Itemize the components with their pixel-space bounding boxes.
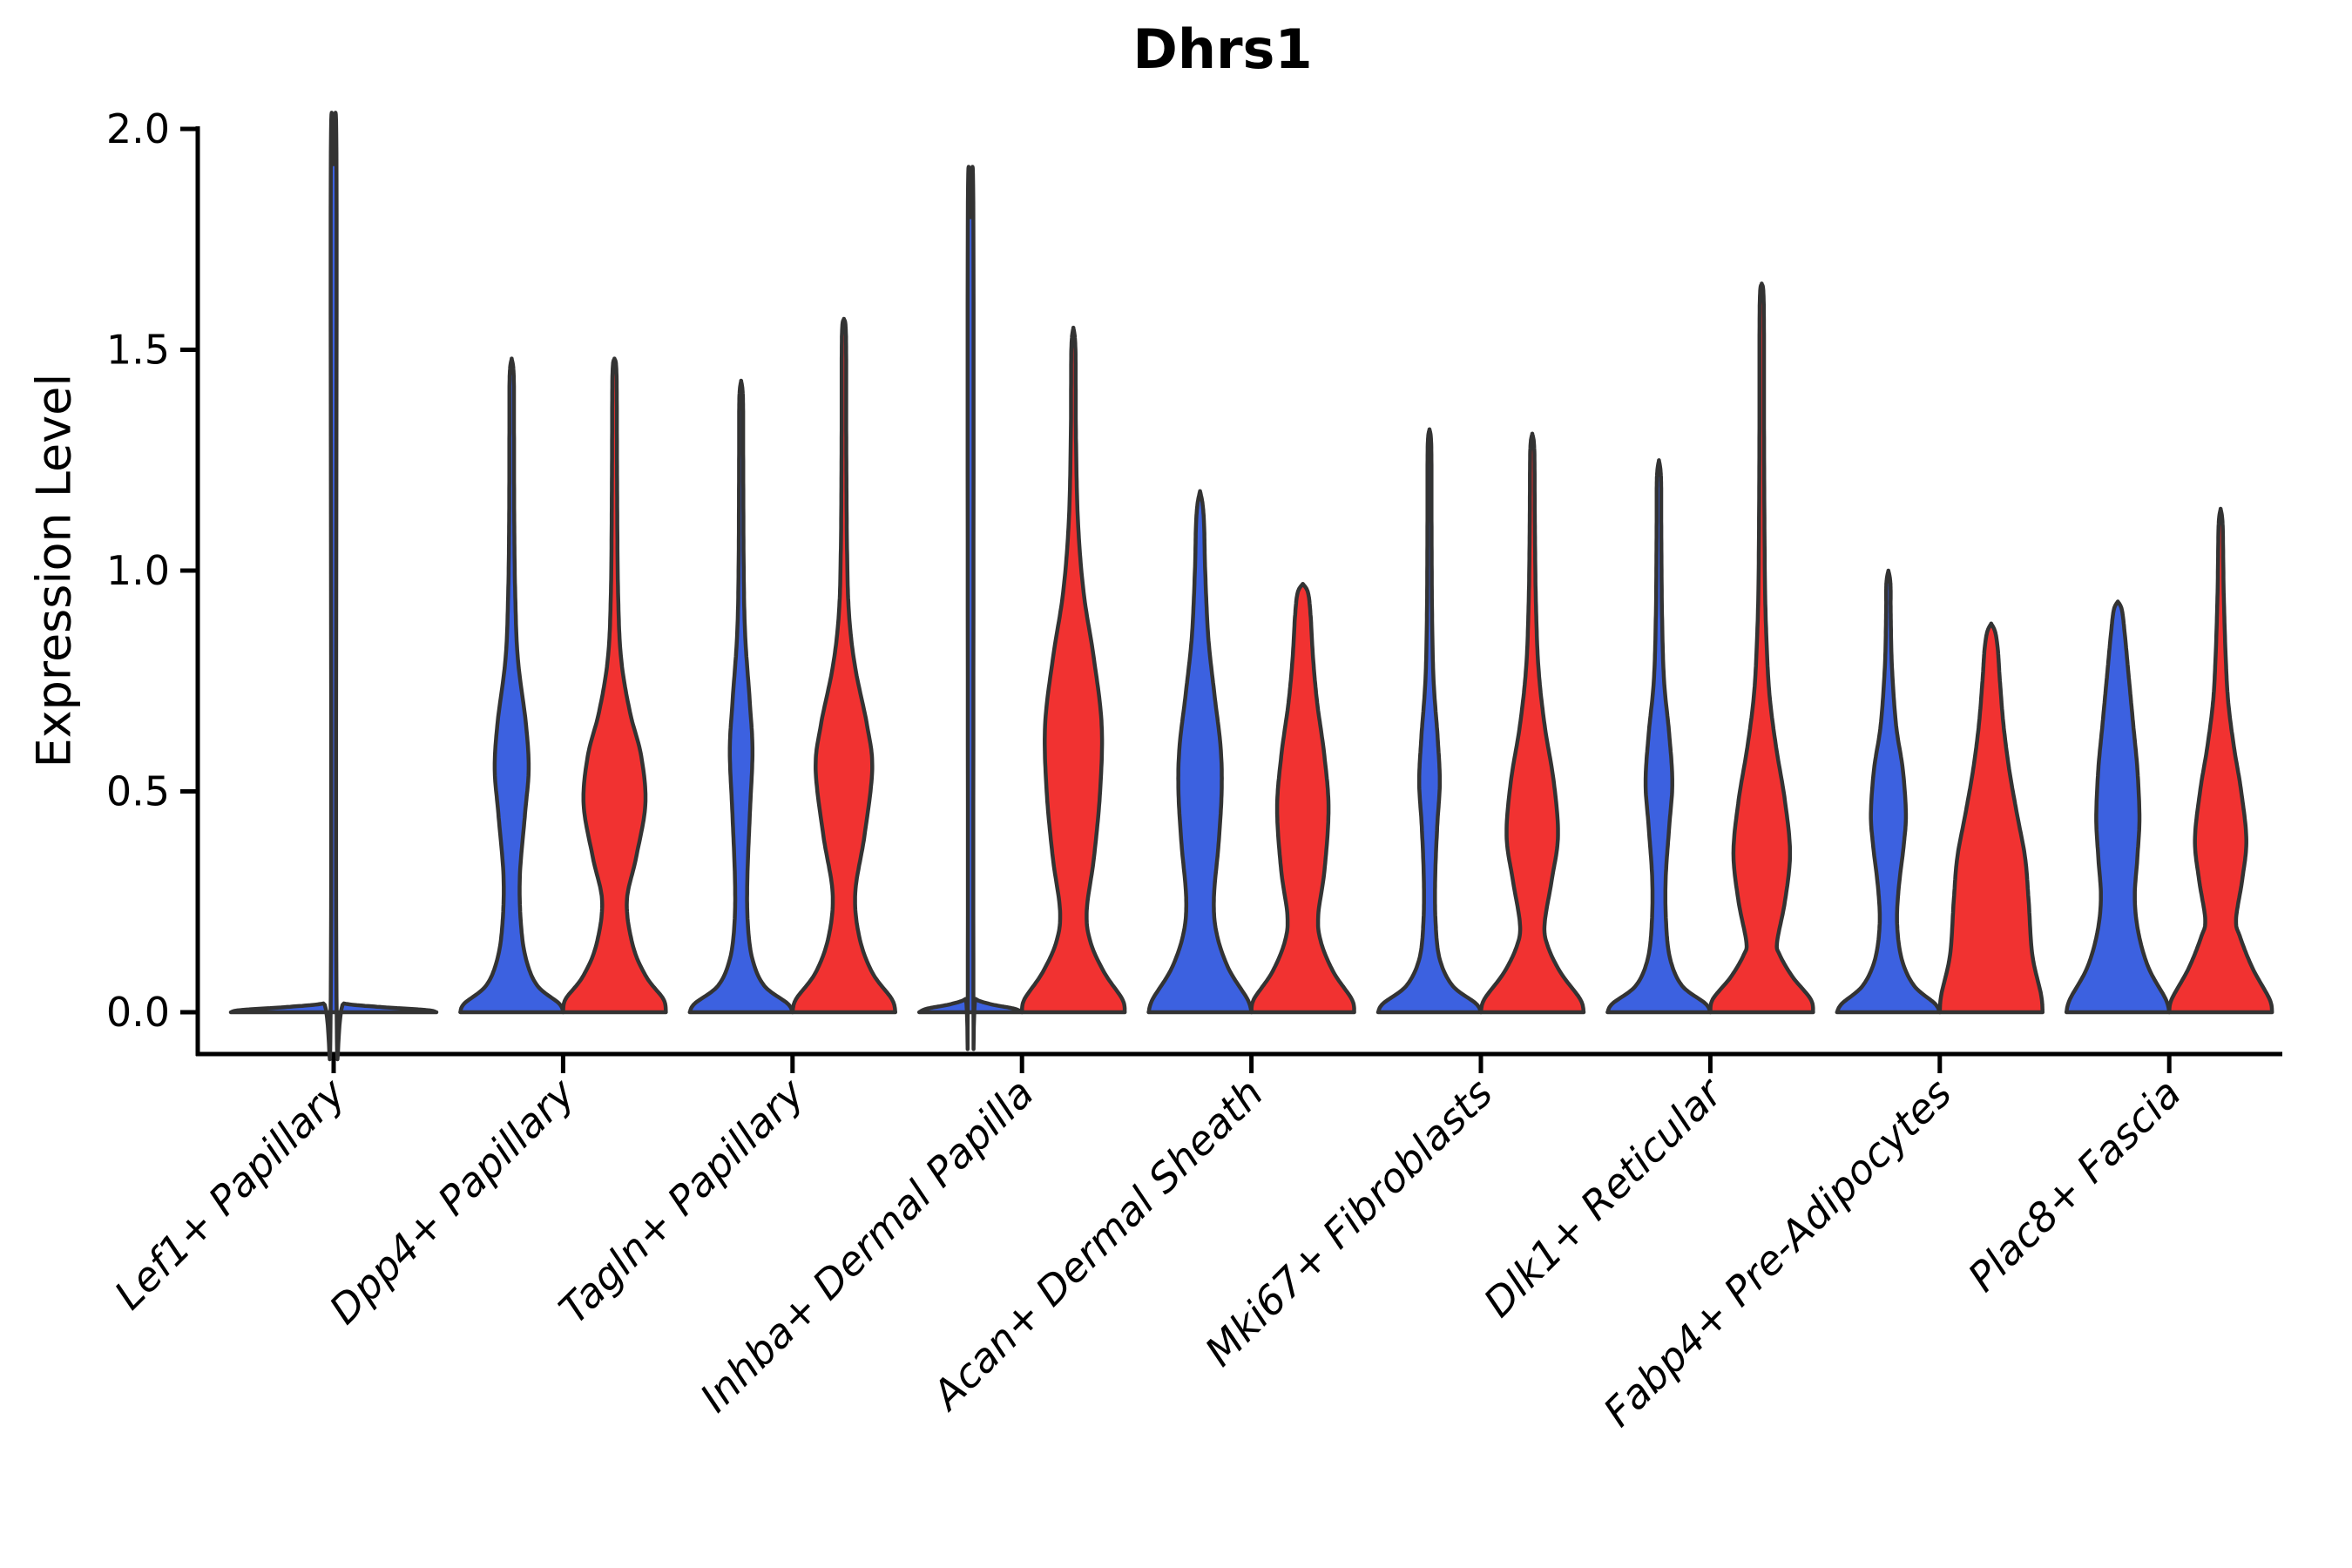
violin-dlk1-reticular-blue <box>1605 458 1713 1015</box>
violin-plac8-fascia-blue <box>2064 599 2172 1015</box>
violin-tagln-papillary-blue <box>687 378 795 1015</box>
chart-title: Dhrs1 <box>1132 17 1313 81</box>
y-tick-label: 1.0 <box>106 547 170 594</box>
violin-mki67-fibroblasts-red <box>1478 431 1586 1015</box>
x-category-label: Dpp4+ Papillary <box>321 1069 585 1333</box>
violin-fabp4-pre-adipocytes-red <box>1937 621 2045 1015</box>
violin-dpp4-papillary-red <box>561 356 668 1015</box>
violin-inhba-dermal-papilla-blue <box>916 165 1024 1051</box>
y-tick-label: 0.5 <box>106 768 170 815</box>
violin-inhba-dermal-papilla-red <box>1019 325 1127 1015</box>
violin-tagln-papillary-red <box>790 316 898 1015</box>
violin-dlk1-reticular-red <box>1708 281 1815 1015</box>
x-category-label: Dlk1+ Reticular <box>1475 1067 1734 1326</box>
violin-mki67-fibroblasts-blue <box>1375 427 1484 1015</box>
x-category-label: Tagln+ Papillary <box>550 1069 814 1333</box>
y-axis-label: Expression Level <box>26 373 82 768</box>
x-category-label: Plac8+ Fascia <box>1959 1070 2190 1301</box>
y-tick-label: 2.0 <box>106 105 170 152</box>
violin-lef1-papillary-blue <box>228 111 439 1062</box>
violin-plac8-fascia-red <box>2166 506 2274 1015</box>
violin-dpp4-papillary-blue <box>458 356 565 1015</box>
y-tick-label: 0.0 <box>106 989 170 1036</box>
violin-acan-dermal-sheath-red <box>1249 581 1356 1015</box>
violin-acan-dermal-sheath-blue <box>1146 489 1254 1015</box>
x-category-label: Lef1+ Papillary <box>105 1069 355 1318</box>
violin-fabp4-pre-adipocytes-blue <box>1835 568 1943 1015</box>
y-tick-label: 1.5 <box>106 327 170 374</box>
